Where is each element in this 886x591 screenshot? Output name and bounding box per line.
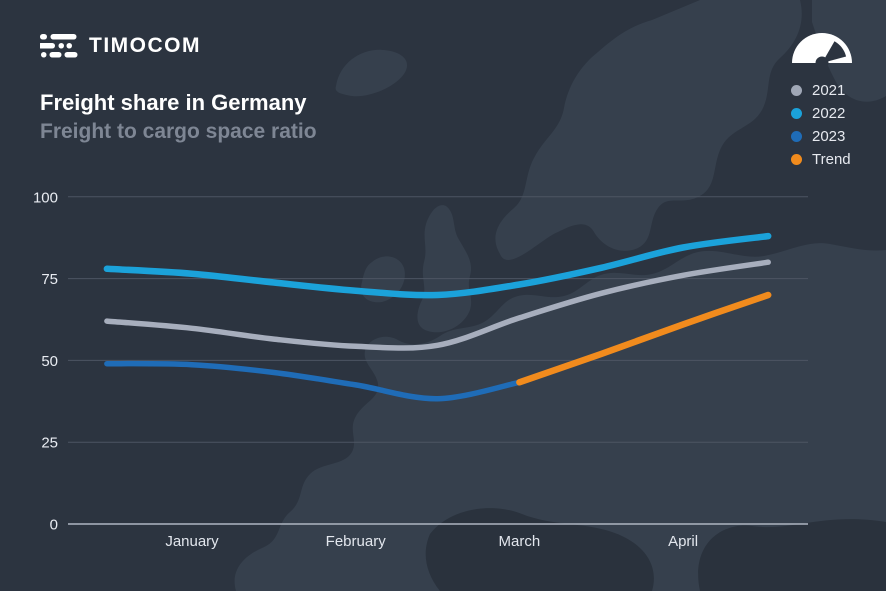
series-line-2021 [104,259,771,351]
y-tick-label: 100 [33,189,58,206]
truck-logo-icon [40,34,78,58]
legend-item-2021: 2021 [791,79,845,102]
brand-name: TIMOCOM [89,34,201,57]
chart-legend: 2021 2022 2023 Trend [791,28,853,171]
series-line-2023 [104,360,523,402]
series-line-2022 [103,232,772,299]
x-tick-label: January [165,533,219,550]
brand-logo: TIMOCOM [40,34,201,58]
legend-item-2023: 2023 [791,125,845,148]
legend-label-trend: Trend [812,151,851,168]
legend-label-2022: 2022 [812,105,846,122]
legend-label-2023: 2023 [812,128,846,145]
page-subtitle: Freight to cargo space ratio [40,120,317,143]
y-tick-label: 50 [41,353,58,370]
y-tick-label: 0 [50,517,58,534]
page-title: Freight share in Germany [40,90,307,115]
x-tick-label: February [326,533,387,550]
series-line-trend [516,291,772,386]
y-tick-label: 25 [41,435,58,452]
x-tick-label: April [668,533,698,550]
x-tick-label: March [499,533,541,550]
legend-dot-2021 [791,85,802,96]
legend-dot-trend [791,154,802,165]
legend-item-2022: 2022 [791,102,845,125]
legend-dot-2022 [791,108,802,119]
speedometer-gauge-icon [792,33,852,65]
legend-label-2021: 2021 [812,82,846,99]
legend-dot-2023 [791,131,802,142]
y-tick-label: 75 [41,271,58,288]
legend-item-trend: Trend [791,148,851,171]
